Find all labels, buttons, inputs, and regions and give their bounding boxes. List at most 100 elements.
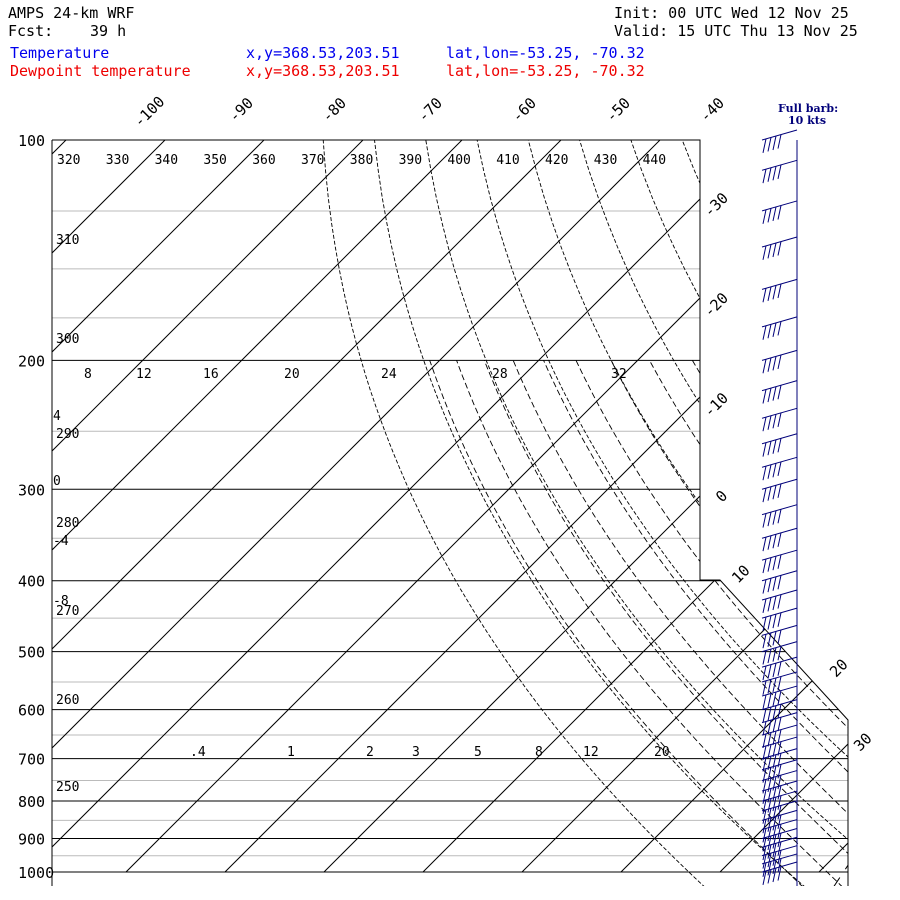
mixing-ratio-label: 20 bbox=[654, 745, 670, 760]
wind-barb bbox=[761, 800, 798, 824]
barb-flag bbox=[772, 647, 777, 662]
barb-flag bbox=[762, 799, 767, 815]
isotherm-label: -100 bbox=[130, 93, 168, 131]
theta-label-left: 270 bbox=[56, 604, 79, 619]
mixing-ratio-label: 12 bbox=[583, 745, 599, 760]
barb-flag bbox=[772, 414, 777, 429]
isotherm bbox=[125, 140, 848, 873]
barb-flag bbox=[767, 844, 772, 859]
barb-flag bbox=[762, 634, 767, 649]
barb-flag bbox=[772, 135, 777, 151]
barb-flag bbox=[777, 814, 782, 830]
wind-barb bbox=[761, 316, 798, 340]
barb-flag bbox=[767, 208, 772, 223]
barb-flag bbox=[777, 438, 782, 453]
barb-flag bbox=[772, 691, 777, 707]
barb-flag bbox=[772, 242, 777, 258]
barb-flag bbox=[772, 386, 777, 401]
dry-adiabat bbox=[527, 140, 848, 886]
wind-barb bbox=[761, 236, 798, 260]
wind-barb bbox=[761, 349, 798, 374]
barb-flag bbox=[762, 845, 767, 861]
barb-staff bbox=[761, 736, 798, 748]
wind-barb bbox=[761, 549, 798, 574]
barb-flag bbox=[777, 461, 782, 476]
dry-adiabat bbox=[579, 140, 848, 886]
barb-flag bbox=[767, 357, 772, 372]
moist-adiabat bbox=[610, 360, 848, 886]
barb-flag bbox=[777, 554, 782, 569]
barb-flag bbox=[767, 244, 772, 259]
barb-flag bbox=[762, 650, 767, 665]
barb-flag bbox=[767, 788, 772, 803]
theta-label: 420 bbox=[545, 153, 568, 168]
barb-flag bbox=[777, 575, 782, 590]
theta-label: 330 bbox=[106, 153, 129, 168]
theta-e-left-label: -8 bbox=[53, 594, 69, 609]
barb-staff bbox=[761, 278, 798, 290]
barb-flag bbox=[777, 690, 782, 705]
valid-time: Valid: 15 UTC Thu 13 Nov 25 bbox=[614, 22, 858, 40]
dry-adiabat bbox=[476, 140, 848, 886]
isotherm-label: -30 bbox=[700, 189, 732, 221]
barb-flag bbox=[777, 785, 782, 800]
isotherm bbox=[52, 140, 463, 873]
barb-staff bbox=[761, 456, 798, 468]
barb-flag bbox=[767, 777, 772, 793]
barb-flag bbox=[767, 744, 772, 759]
wind-barb bbox=[761, 159, 798, 184]
barb-staff bbox=[761, 800, 798, 812]
wind-barb bbox=[761, 712, 798, 736]
barb-flag bbox=[767, 835, 772, 851]
barb-flag bbox=[762, 733, 767, 749]
theta-label-left: 260 bbox=[56, 693, 79, 708]
barb-flag bbox=[777, 717, 782, 732]
barb-staff bbox=[761, 861, 798, 873]
wind-barb bbox=[761, 380, 798, 404]
barb-flag bbox=[762, 579, 767, 594]
barb-flag bbox=[772, 631, 777, 646]
theta-e-label: 12 bbox=[136, 367, 152, 382]
barb-flag bbox=[772, 576, 777, 591]
barb-flag bbox=[762, 288, 767, 303]
isotherm-label: -80 bbox=[318, 94, 350, 126]
barb-flag bbox=[767, 679, 772, 694]
barb-flag bbox=[777, 629, 782, 645]
barb-staff bbox=[761, 478, 798, 490]
barb-flag bbox=[772, 463, 777, 478]
barb-flag bbox=[777, 283, 782, 299]
theta-e-left-label: -4 bbox=[53, 534, 69, 549]
barb-flag bbox=[772, 614, 777, 629]
barb-flag bbox=[772, 534, 777, 549]
barb-flag bbox=[762, 828, 767, 843]
dry-adiabat bbox=[322, 140, 706, 886]
dry-adiabat bbox=[835, 140, 848, 886]
barb-flag bbox=[767, 632, 772, 647]
barb-flag bbox=[767, 578, 772, 593]
wind-barb bbox=[761, 200, 798, 224]
barb-staff bbox=[761, 819, 798, 831]
mixing-ratio-label: 1 bbox=[287, 745, 295, 760]
barb-flag bbox=[772, 796, 777, 812]
isotherm bbox=[52, 140, 265, 873]
barb-staff bbox=[761, 836, 798, 848]
init-time: Init: 00 UTC Wed 12 Nov 25 bbox=[614, 4, 849, 22]
moist-adiabat bbox=[512, 360, 848, 886]
barb-flag bbox=[767, 869, 772, 884]
pressure-label: 400 bbox=[18, 573, 45, 591]
barb-flag bbox=[762, 837, 767, 852]
barb-flag bbox=[762, 819, 767, 834]
isotherm bbox=[323, 140, 848, 873]
barb-flag bbox=[777, 412, 782, 427]
model-title: AMPS 24-km WRF bbox=[8, 4, 135, 22]
theta-label: 380 bbox=[350, 153, 373, 168]
dry-adiabat bbox=[681, 140, 848, 886]
barb-flag bbox=[772, 825, 777, 840]
barb-flag bbox=[777, 241, 782, 256]
wind-barb bbox=[761, 828, 798, 852]
barb-flag bbox=[772, 867, 777, 883]
moist-adiabat bbox=[575, 360, 848, 886]
barb-flag bbox=[767, 441, 772, 456]
barb-flag bbox=[777, 795, 782, 810]
barb-flag bbox=[777, 841, 782, 856]
